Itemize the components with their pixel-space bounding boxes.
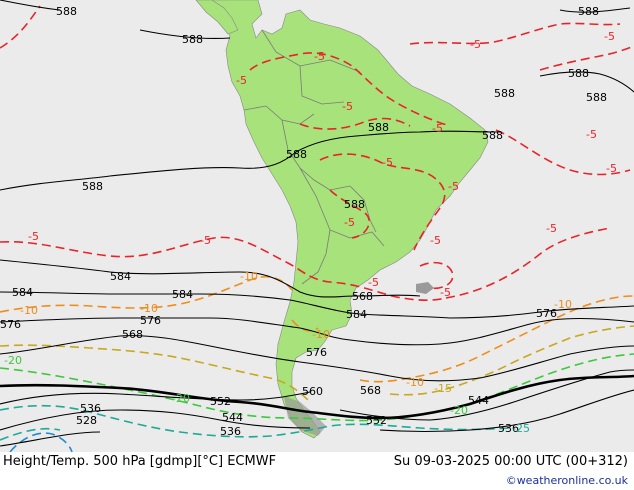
temp-label: -5 [314,50,325,63]
height-label: 528 [76,414,97,427]
height-label: 588 [568,67,589,80]
temp-label: -20 [450,404,468,417]
height-label: 544 [222,411,243,424]
height-label: 588 [586,91,607,104]
height-label: 544 [468,394,489,407]
height-label: 576 [140,314,161,327]
temp-label: -5 [546,222,557,235]
temp-label: -10 [554,298,572,311]
height-label: 576 [536,307,557,320]
temp-label: -10 [240,270,258,283]
height-label: 536 [220,425,241,438]
south-america-landmass [204,0,489,439]
height-label: 588 [368,121,389,134]
height-label: 568 [360,384,381,397]
temp-label: -5 [236,74,247,87]
temp-label: -5 [200,234,211,247]
height-label: 552 [210,395,231,408]
height-label: 584 [12,286,33,299]
height-label: 588 [578,5,599,18]
temp-label: -5 [344,216,355,229]
height-label: 536 [80,402,101,415]
credit-link[interactable]: ©weatheronline.co.uk [505,474,628,487]
tierra-del-fuego [284,396,326,436]
temp-label: -5 [586,128,597,141]
height-label: 576 [306,346,327,359]
weather-map: 588 588 588 588 588 588 588 588 588 588 … [0,0,634,452]
height-label: 568 [122,328,143,341]
temp-label: -5 [432,122,443,135]
temp-label: -20 [4,354,22,367]
height-label: 588 [82,180,103,193]
valid-time: Su 09-03-2025 00:00 UTC (00+312) [393,454,628,469]
height-label: 584 [110,270,131,283]
temp-label: -5 [440,286,451,299]
height-label: 588 [482,129,503,142]
country-borders [243,29,385,285]
height-label: 584 [172,288,193,301]
temp-label: -5 [606,162,617,175]
height-label: 568 [352,290,373,303]
temp-label: -25 [512,422,530,435]
falkland-islands [416,282,434,294]
height-label: 576 [0,318,21,331]
thick-height-contour [0,374,634,420]
map-canvas: 588 588 588 588 588 588 588 588 588 588 … [0,0,634,452]
height-label: 588 [286,148,307,161]
height-label: 588 [182,33,203,46]
temp-label: -5 [430,234,441,247]
temp-label: -10 [406,376,424,389]
temp-label: -5 [382,156,393,169]
map-title: Height/Temp. 500 hPa [gdmp][°C] ECMWF [3,454,277,469]
temp-label: -15 [434,382,452,395]
temp-label: -10 [20,304,38,317]
temp-label: -10 [140,302,158,315]
temp-label: -5 [470,38,481,51]
height-label: 584 [346,308,367,321]
temp-label: -20 [172,392,190,405]
temp-label: -5 [604,30,615,43]
footer: Height/Temp. 500 hPa [gdmp][°C] ECMWF Su… [0,452,634,490]
height-label: 588 [56,5,77,18]
height-label: 536 [498,422,519,435]
temp-label: -5 [28,230,39,243]
height-label: 588 [344,198,365,211]
height-contours [0,0,634,447]
temp-label: -5 [342,100,353,113]
height-label: 588 [494,87,515,100]
temp-label: -5 [368,276,379,289]
central-america-landmass [195,0,239,35]
height-label: 552 [366,414,387,427]
height-label: 560 [302,385,323,398]
temp-label: -5 [448,180,459,193]
temp-label: -10 [312,328,330,341]
